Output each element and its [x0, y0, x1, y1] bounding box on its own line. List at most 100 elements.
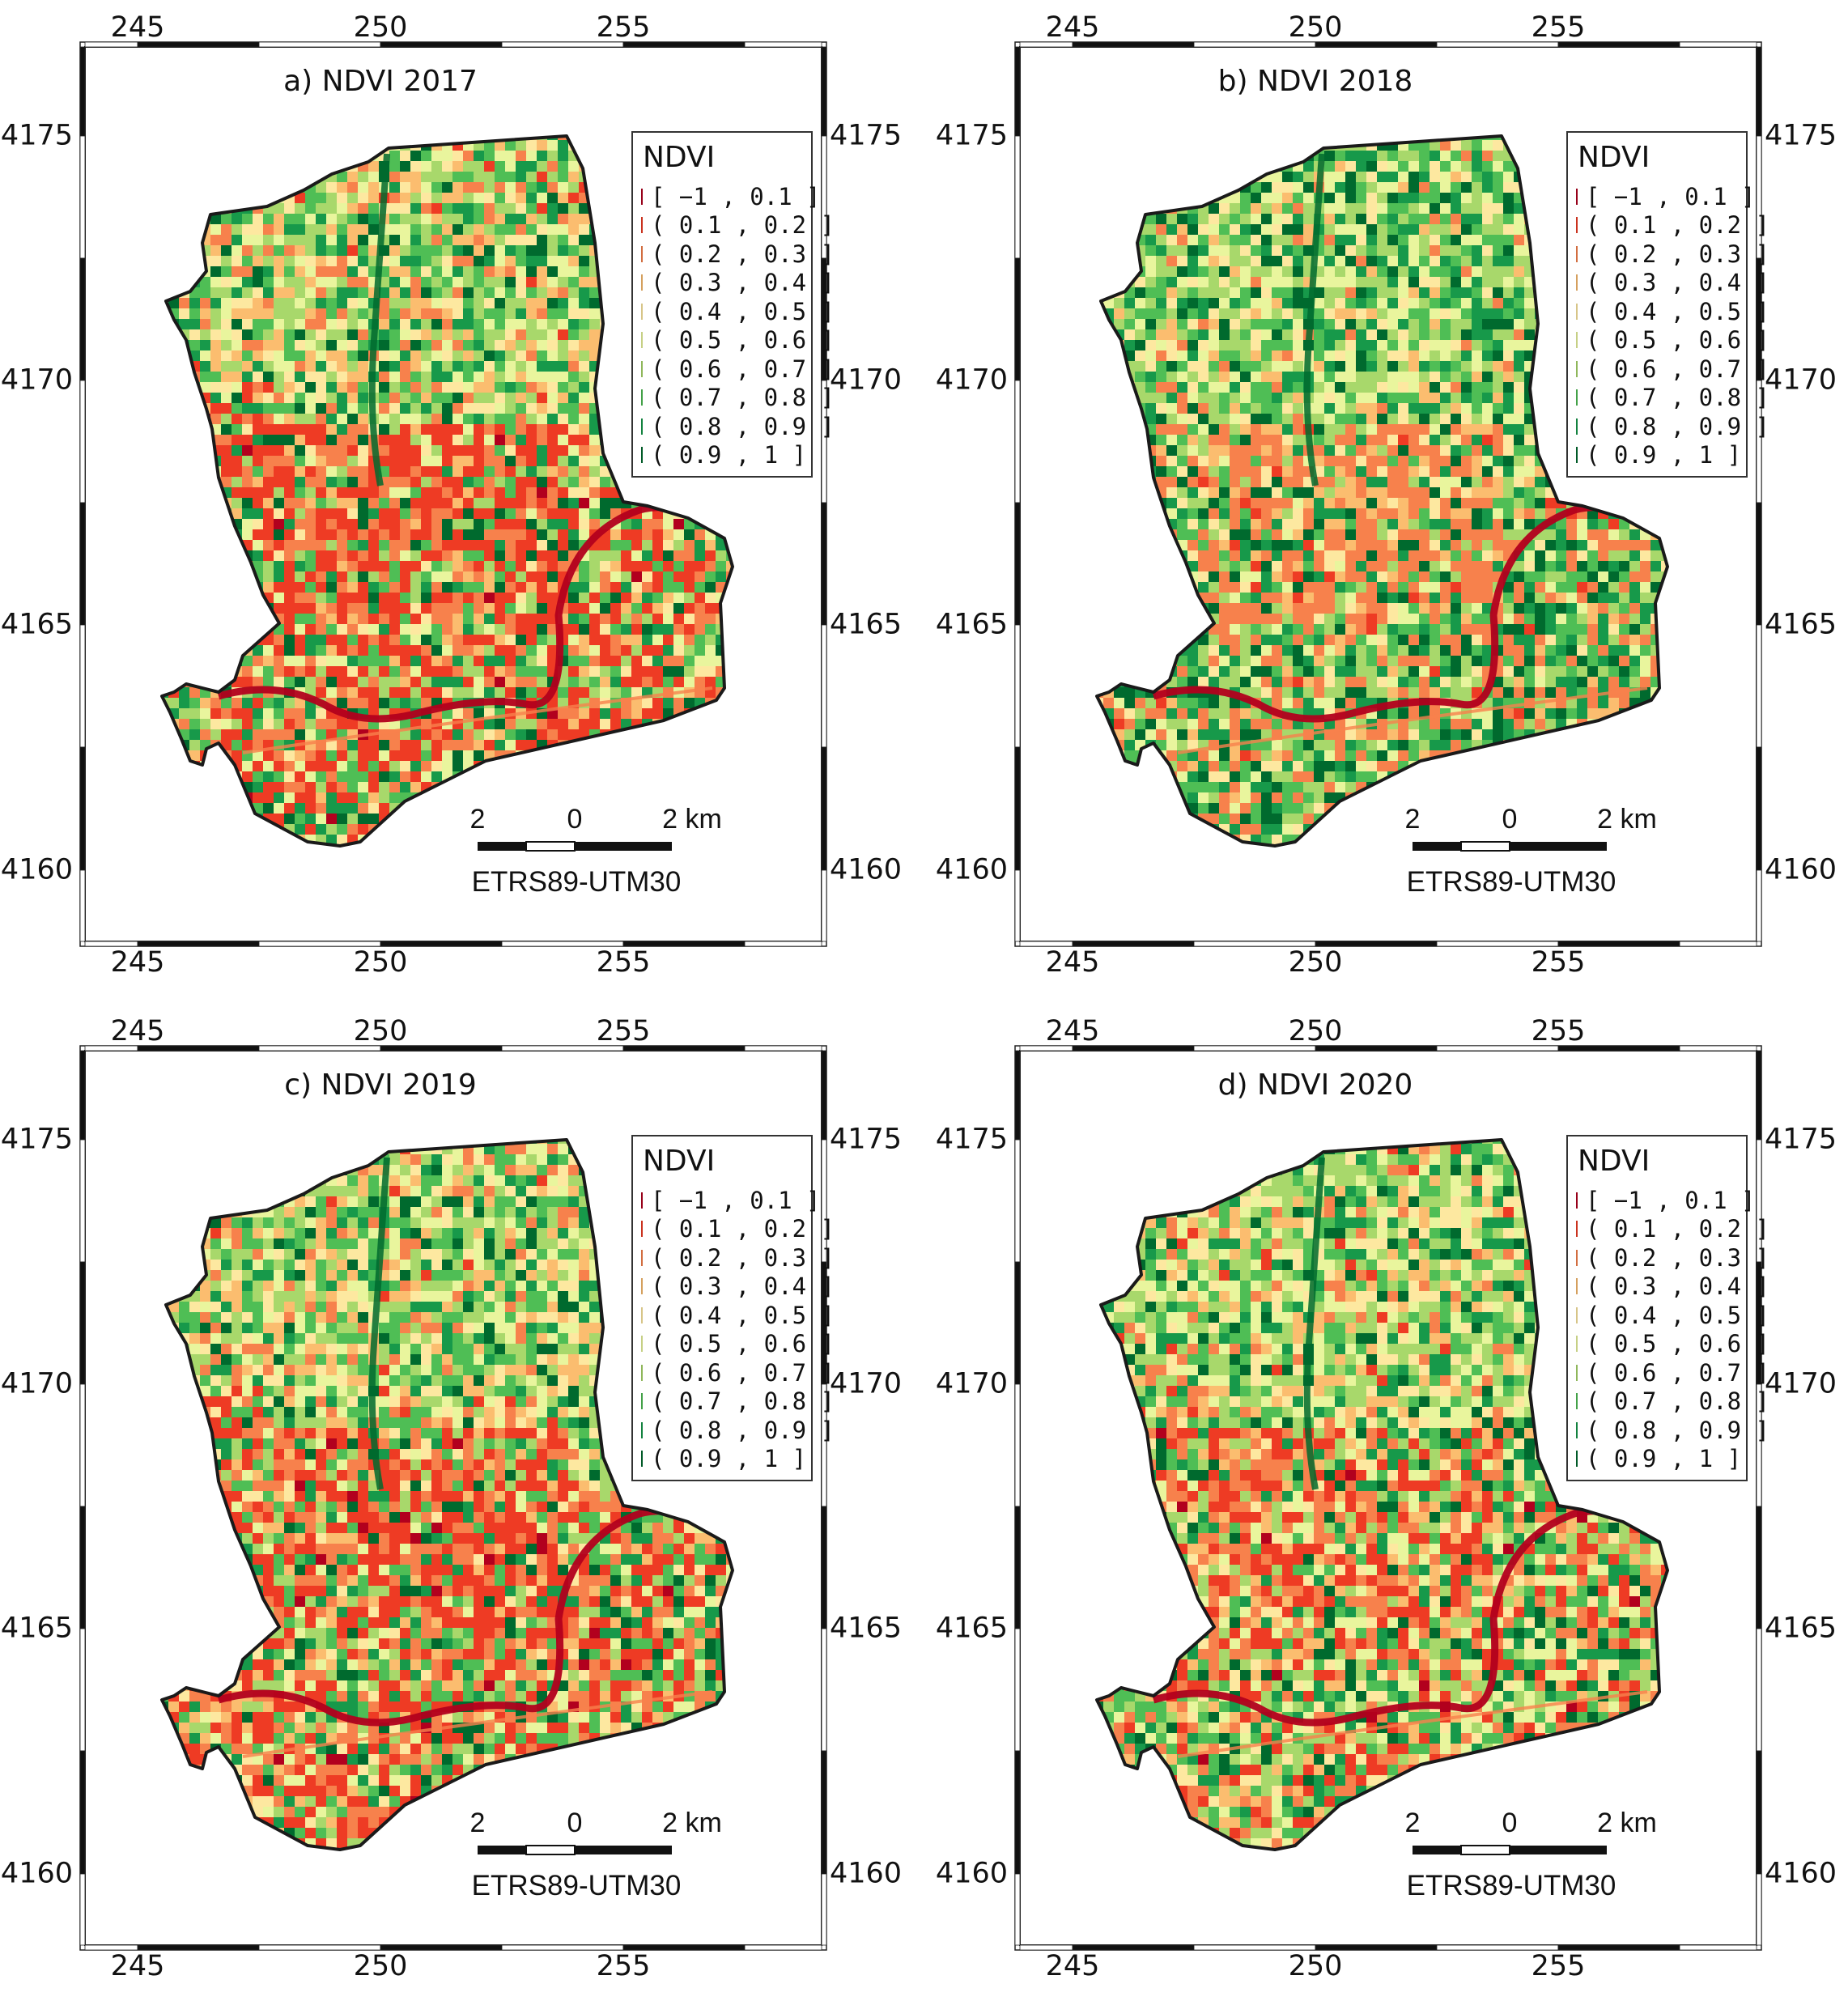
- legend-swatch: [641, 447, 643, 463]
- legend-swatch: [1576, 1451, 1578, 1467]
- legend-label: ( 0.4 , 0.5 ]: [651, 298, 835, 325]
- graticule-bar-left: [80, 258, 85, 380]
- x-tick-label-top: 245: [1046, 14, 1100, 42]
- graticule-bar-left: [1015, 47, 1020, 136]
- graticule-bar-bottom: [1680, 941, 1757, 946]
- legend-label: ( 0.5 , 0.6 ]: [651, 1330, 835, 1357]
- legend-swatch: [1576, 361, 1578, 377]
- legend: NDVI[ −1 , 0.1 ]( 0.1 , 0.2 ]( 0.2 , 0.3…: [1566, 1135, 1748, 1481]
- legend-item: ( 0.1 , 0.2 ]: [1576, 211, 1738, 240]
- legend-label: ( 0.8 , 0.9 ]: [651, 413, 835, 440]
- graticule-bar-top: [745, 42, 822, 47]
- legend-swatch: [1576, 304, 1578, 320]
- graticule-bar-left: [80, 625, 85, 747]
- x-tick-label-bottom: 250: [1289, 949, 1343, 977]
- legend-item: ( 0.8 , 0.9 ]: [641, 412, 803, 441]
- legend-swatch: [1576, 1192, 1578, 1209]
- legend-swatch: [641, 1365, 643, 1381]
- scale-bar-label: 2: [1405, 804, 1421, 835]
- legend-item: ( 0.9 , 1 ]: [641, 1445, 803, 1474]
- legend-item: ( 0.5 , 0.6 ]: [641, 326, 803, 355]
- legend-swatch: [641, 1307, 643, 1323]
- legend-item: ( 0.2 , 0.3 ]: [1576, 240, 1738, 269]
- x-tick-label-bottom: 255: [597, 1952, 651, 1981]
- legend-swatch: [641, 361, 643, 377]
- graticule-bar-left: [1015, 1140, 1020, 1262]
- legend-item: ( 0.4 , 0.5 ]: [641, 297, 803, 326]
- legend-item: ( 0.3 , 0.4 ]: [1576, 269, 1738, 298]
- legend-swatch: [1576, 389, 1578, 406]
- y-tick-label-left: 4170: [1, 1370, 73, 1399]
- graticule-bar-right: [822, 625, 826, 747]
- y-tick-label-right: 4165: [1765, 1615, 1837, 1643]
- legend-swatch: [641, 246, 643, 262]
- legend-label: [ −1 , 0.1 ]: [1586, 1187, 1756, 1214]
- legend-swatch: [641, 1336, 643, 1352]
- legend-swatch: [641, 1393, 643, 1409]
- legend-swatch: [1576, 1365, 1578, 1381]
- scale-bar-seg: [575, 842, 672, 851]
- x-tick-label-top: 250: [354, 14, 408, 42]
- y-tick-label-left: 4165: [936, 1615, 1008, 1643]
- legend-label: ( 0.7 , 0.8 ]: [1586, 1387, 1769, 1415]
- x-tick-label-top: 245: [1046, 1017, 1100, 1046]
- x-tick-label-bottom: 255: [597, 949, 651, 977]
- graticule-bar-right: [1757, 1629, 1761, 1751]
- legend-swatch: [1576, 418, 1578, 435]
- legend-label: ( 0.8 , 0.9 ]: [651, 1417, 835, 1444]
- graticule-bar-left: [80, 870, 85, 941]
- graticule-bar-top: [1680, 42, 1757, 47]
- x-tick-label-top: 255: [1532, 14, 1586, 42]
- legend-swatch: [641, 332, 643, 348]
- y-tick-label-right: 4175: [1765, 122, 1837, 151]
- graticule-bar-left: [1015, 870, 1020, 941]
- y-tick-label-right: 4175: [830, 122, 902, 151]
- y-tick-label-left: 4165: [1, 611, 73, 639]
- scale-bar-seg: [575, 1846, 672, 1854]
- legend-swatch: [641, 389, 643, 406]
- legend-label: ( 0.3 , 0.4 ]: [1586, 269, 1769, 296]
- legend-item: ( 0.3 , 0.4 ]: [1576, 1272, 1738, 1302]
- graticule-bar-left: [1015, 136, 1020, 258]
- legend-swatch: [641, 1250, 643, 1266]
- y-tick-label-left: 4165: [936, 611, 1008, 639]
- legend-item: [ −1 , 0.1 ]: [641, 182, 803, 211]
- map-title: d) NDVI 2020: [1218, 1068, 1413, 1102]
- graticule-bar-left: [80, 747, 85, 870]
- graticule-bar-right: [822, 747, 826, 870]
- legend-title: NDVI: [643, 141, 803, 174]
- x-tick-label-bottom: 245: [111, 1952, 165, 1981]
- graticule-bar-right: [822, 1629, 826, 1751]
- graticule-bar-left: [80, 1506, 85, 1629]
- y-tick-label-right: 4160: [1765, 1860, 1837, 1888]
- y-tick-label-left: 4160: [1, 856, 73, 885]
- y-tick-label-left: 4170: [936, 367, 1008, 395]
- y-tick-label-right: 4175: [830, 1126, 902, 1154]
- legend-label: ( 0.6 , 0.7 ]: [1586, 355, 1769, 383]
- legend-swatch: [641, 217, 643, 233]
- x-tick-label-top: 255: [597, 14, 651, 42]
- scale-bar-seg: [1413, 1846, 1461, 1854]
- legend-label: ( 0.6 , 0.7 ]: [1586, 1359, 1769, 1387]
- graticule-bar-right: [1757, 1051, 1761, 1140]
- graticule-bar-left: [1015, 1051, 1020, 1140]
- scale-bar-label: 2 km: [1597, 1808, 1657, 1839]
- y-tick-label-left: 4160: [936, 856, 1008, 885]
- graticule-bar-right: [1757, 1874, 1761, 1945]
- legend-swatch: [1576, 1307, 1578, 1323]
- graticule-bar-bottom: [745, 1945, 822, 1950]
- legend-label: ( 0.8 , 0.9 ]: [1586, 1417, 1769, 1444]
- graticule-bar-right: [1757, 503, 1761, 625]
- legend-item: ( 0.1 , 0.2 ]: [1576, 1215, 1738, 1244]
- y-tick-label-right: 4160: [1765, 856, 1837, 885]
- crs-label: ETRS89-UTM30: [472, 1870, 682, 1902]
- crs-label: ETRS89-UTM30: [472, 866, 682, 899]
- graticule-bar-right: [822, 47, 826, 136]
- graticule-bar-left: [80, 503, 85, 625]
- legend-title: NDVI: [1578, 141, 1738, 174]
- scale-bar-seg: [1413, 842, 1461, 851]
- graticule-bar-bottom: [1680, 1945, 1757, 1950]
- legend-item: [ −1 , 0.1 ]: [641, 1186, 803, 1215]
- legend-swatch: [1576, 332, 1578, 348]
- legend-label: ( 0.1 , 0.2 ]: [651, 211, 835, 239]
